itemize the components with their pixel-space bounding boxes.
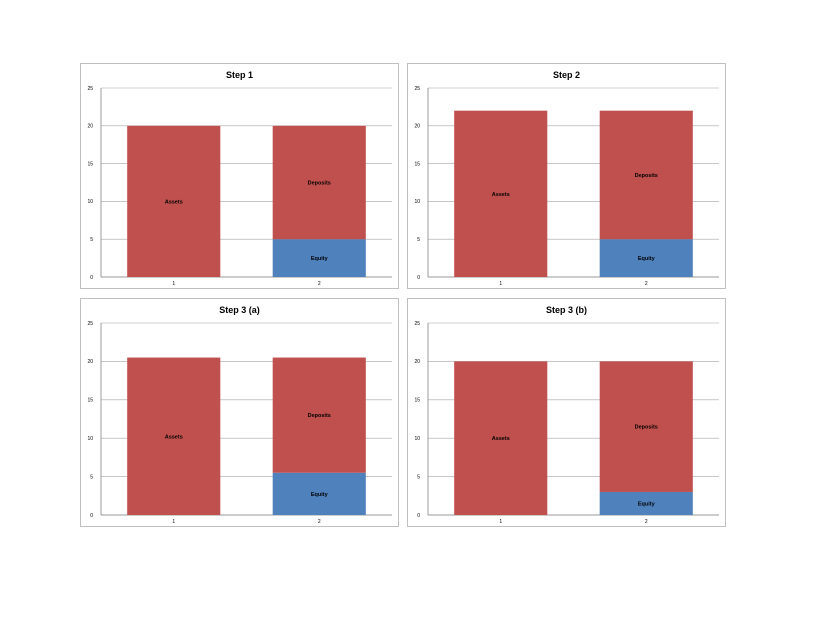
y-tick-label: 15 (414, 398, 420, 404)
x-tick-label: 2 (318, 281, 321, 287)
chart-panel-step-3a: Step 3 (a) 0 5 10 15 20 25 Assets 1 Equity Deposit… (80, 298, 399, 527)
y-tick-label: 10 (87, 199, 93, 205)
bar-assets (454, 110, 548, 278)
bar-deposits (599, 361, 693, 492)
y-tick-label: 15 (87, 398, 93, 404)
chart-panel-step-2: Step 2 0 5 10 15 20 25 Assets 1 Equity Deposits 2 (407, 63, 726, 289)
bar-label-deposits: Deposits (308, 181, 331, 187)
bar-equity (599, 239, 693, 277)
x-tick-label: 1 (172, 281, 175, 287)
y-tick-label: 0 (417, 513, 420, 519)
y-tick-label: 0 (417, 275, 420, 281)
bar-assets (127, 357, 221, 515)
chart-title: Step 1 (226, 70, 253, 80)
bar-label-assets: Assets (492, 192, 510, 198)
y-tick-label: 5 (417, 474, 420, 480)
y-tick-label: 20 (414, 124, 420, 130)
y-tick-label: 25 (87, 86, 93, 92)
x-tick-label: 2 (318, 519, 321, 525)
y-tick-label: 25 (87, 321, 93, 327)
y-tick-label: 10 (414, 436, 420, 442)
y-tick-label: 5 (417, 237, 420, 243)
bar-label-assets: Assets (165, 199, 183, 205)
y-tick-label: 0 (90, 513, 93, 519)
bar-equity (272, 472, 366, 515)
x-tick-label: 1 (499, 519, 502, 525)
x-tick-label: 2 (645, 519, 648, 525)
y-tick-label: 20 (414, 359, 420, 365)
chart-svg: Step 1 0 5 10 15 20 25 Assets 1 Equity Deposits 2 (87, 70, 392, 287)
y-tick-label: 5 (90, 237, 93, 243)
y-tick-label: 0 (90, 275, 93, 281)
bar-label-equity: Equity (311, 492, 329, 498)
bar-deposits (272, 125, 366, 240)
bar-label-equity: Equity (311, 256, 329, 262)
y-tick-label: 10 (414, 199, 420, 205)
bar-equity (599, 491, 693, 515)
y-tick-label: 20 (87, 359, 93, 365)
chart-svg: Step 3 (a) 0 5 10 15 20 25 Assets 1 Equity Deposit… (87, 305, 392, 525)
chart-panel-step-1: Step 1 0 5 10 15 20 25 Assets 1 Equity Deposits 2 (80, 63, 399, 289)
bar-label-equity: Equity (638, 501, 656, 507)
bar-label-equity: Equity (638, 256, 656, 262)
y-tick-label: 25 (414, 86, 420, 92)
chart-title: Step 2 (553, 70, 580, 80)
y-tick-label: 20 (87, 124, 93, 130)
bar-assets (454, 361, 548, 515)
bar-assets (127, 125, 221, 277)
y-tick-label: 5 (90, 474, 93, 480)
chart-svg: Step 2 0 5 10 15 20 25 Assets 1 Equity Deposits 2 (414, 70, 719, 287)
x-tick-label: 1 (499, 281, 502, 287)
chart-panel-step-3b: Step 3 (b) 0 5 10 15 20 25 Assets 1 Equity Deposit… (407, 298, 726, 527)
bar-deposits (272, 357, 366, 473)
y-tick-label: 15 (87, 161, 93, 167)
bar-label-deposits: Deposits (635, 425, 658, 431)
y-tick-label: 25 (414, 321, 420, 327)
y-tick-label: 15 (414, 161, 420, 167)
bar-deposits (599, 110, 693, 240)
bar-label-assets: Assets (165, 434, 183, 440)
bar-equity (272, 239, 366, 277)
bar-label-assets: Assets (492, 436, 510, 442)
x-tick-label: 1 (172, 519, 175, 525)
x-tick-label: 2 (645, 281, 648, 287)
chart-title: Step 3 (a) (219, 305, 260, 315)
bar-label-deposits: Deposits (635, 173, 658, 179)
chart-title: Step 3 (b) (546, 305, 587, 315)
y-tick-label: 10 (87, 436, 93, 442)
bar-label-deposits: Deposits (308, 413, 331, 419)
chart-svg: Step 3 (b) 0 5 10 15 20 25 Assets 1 Equity Deposit… (414, 305, 719, 525)
